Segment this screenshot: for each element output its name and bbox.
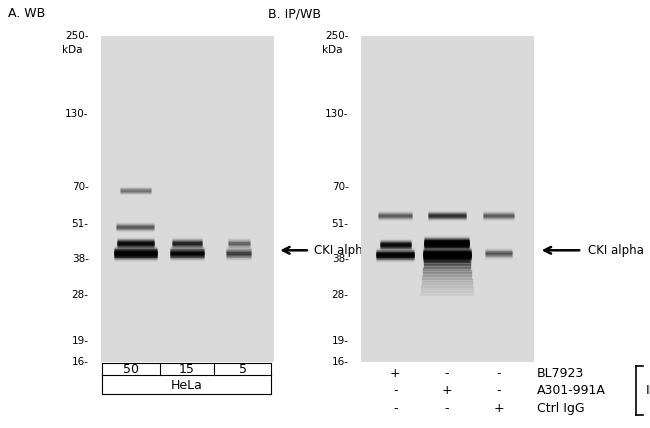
Text: IP: IP (646, 383, 650, 397)
Text: -: - (393, 383, 398, 397)
Text: -: - (445, 401, 449, 415)
Text: A. WB: A. WB (8, 7, 46, 20)
Text: 5: 5 (239, 363, 247, 375)
Text: -: - (497, 367, 501, 380)
Text: A301-991A: A301-991A (537, 383, 606, 397)
Text: +: + (390, 367, 400, 380)
Text: 28-: 28- (72, 291, 88, 300)
Text: 38-: 38- (72, 254, 88, 264)
Text: 250-: 250- (325, 31, 348, 42)
Text: CKI alpha: CKI alpha (314, 244, 370, 257)
Text: -: - (393, 401, 398, 415)
Text: kDa: kDa (62, 45, 83, 54)
Text: 16-: 16- (72, 357, 88, 367)
Text: 250-: 250- (65, 31, 88, 42)
Text: 16-: 16- (332, 357, 348, 367)
Text: -: - (497, 383, 501, 397)
Text: kDa: kDa (322, 45, 343, 54)
Text: CKI alpha: CKI alpha (588, 244, 644, 257)
Text: 19-: 19- (72, 336, 88, 346)
Text: 28-: 28- (332, 291, 348, 300)
Text: -: - (445, 367, 449, 380)
Text: 51-: 51- (72, 220, 88, 229)
Text: 70-: 70- (332, 182, 348, 192)
Text: 51-: 51- (332, 220, 348, 229)
Text: B. IP/WB: B. IP/WB (268, 7, 321, 20)
Text: 130-: 130- (325, 109, 348, 119)
Text: 50: 50 (123, 363, 139, 375)
Text: +: + (441, 383, 452, 397)
Text: HeLa: HeLa (171, 378, 203, 392)
Text: 19-: 19- (332, 336, 348, 346)
Text: 130-: 130- (65, 109, 88, 119)
Text: 15: 15 (179, 363, 195, 375)
Text: +: + (493, 401, 504, 415)
Text: Ctrl IgG: Ctrl IgG (537, 401, 584, 415)
Text: 70-: 70- (72, 182, 88, 192)
Text: BL7923: BL7923 (537, 367, 584, 380)
Text: 38-: 38- (332, 254, 348, 264)
